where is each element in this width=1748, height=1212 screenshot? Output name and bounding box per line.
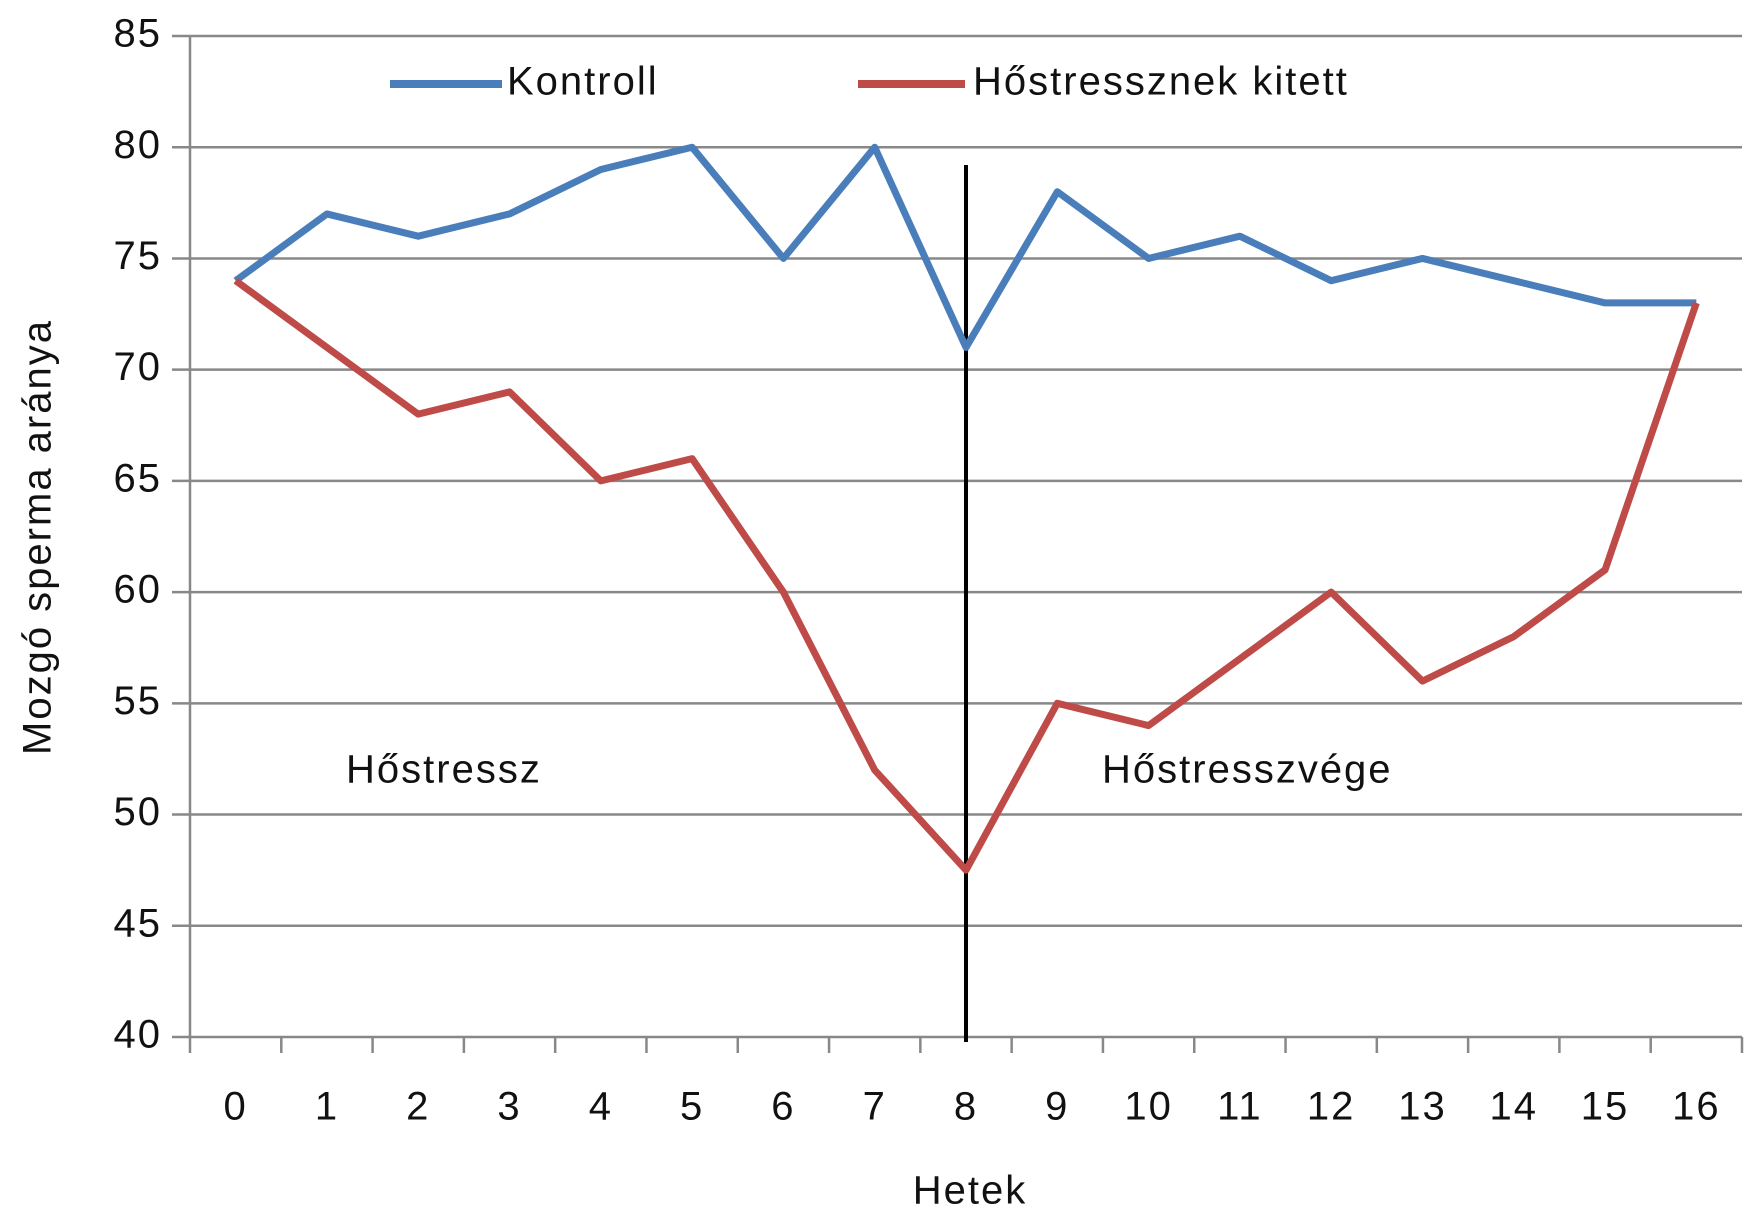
x-tick-label: 5 <box>680 1085 704 1129</box>
x-tick-label: 8 <box>954 1085 978 1129</box>
y-axis-title: Mozgó sperma aránya <box>16 319 60 755</box>
x-tick-label: 9 <box>1045 1085 1069 1129</box>
x-tick-label: 10 <box>1124 1085 1173 1129</box>
x-tick-label: 11 <box>1217 1085 1263 1129</box>
legend-label: Hőstressznek kitett <box>973 60 1349 104</box>
x-tick-label: 1 <box>315 1085 339 1129</box>
x-tick-label: 14 <box>1490 1085 1539 1129</box>
x-tick-label: 0 <box>224 1085 248 1129</box>
series-line <box>233 277 1700 874</box>
y-tick-label: 60 <box>114 568 163 612</box>
y-tick-label: 55 <box>114 679 163 723</box>
annotation: Hőstresszvége <box>1102 748 1393 792</box>
legend-label: Kontroll <box>507 60 659 104</box>
y-tick-label: 75 <box>114 234 163 278</box>
x-tick-label: 13 <box>1398 1085 1447 1129</box>
x-tick-label: 4 <box>589 1085 613 1129</box>
y-tick-label: 40 <box>114 1013 163 1057</box>
x-tick-label: 6 <box>771 1085 795 1129</box>
y-tick-label: 70 <box>114 345 163 389</box>
x-axis-title: Hetek <box>913 1169 1028 1212</box>
x-tick-label: 2 <box>406 1085 430 1129</box>
x-tick-label: 12 <box>1307 1085 1356 1129</box>
x-tick-label: 16 <box>1672 1085 1721 1129</box>
y-tick-label: 85 <box>114 12 163 56</box>
y-tick-label: 50 <box>114 790 163 834</box>
x-tick-label: 3 <box>497 1085 521 1129</box>
y-tick-label: 80 <box>114 123 163 167</box>
y-tick-label: 45 <box>114 901 163 945</box>
annotation: Hőstressz <box>346 748 542 792</box>
x-tick-label: 15 <box>1581 1085 1630 1129</box>
x-tick-label: 7 <box>863 1085 887 1129</box>
series-line <box>233 143 1697 351</box>
y-tick-label: 65 <box>114 456 163 500</box>
